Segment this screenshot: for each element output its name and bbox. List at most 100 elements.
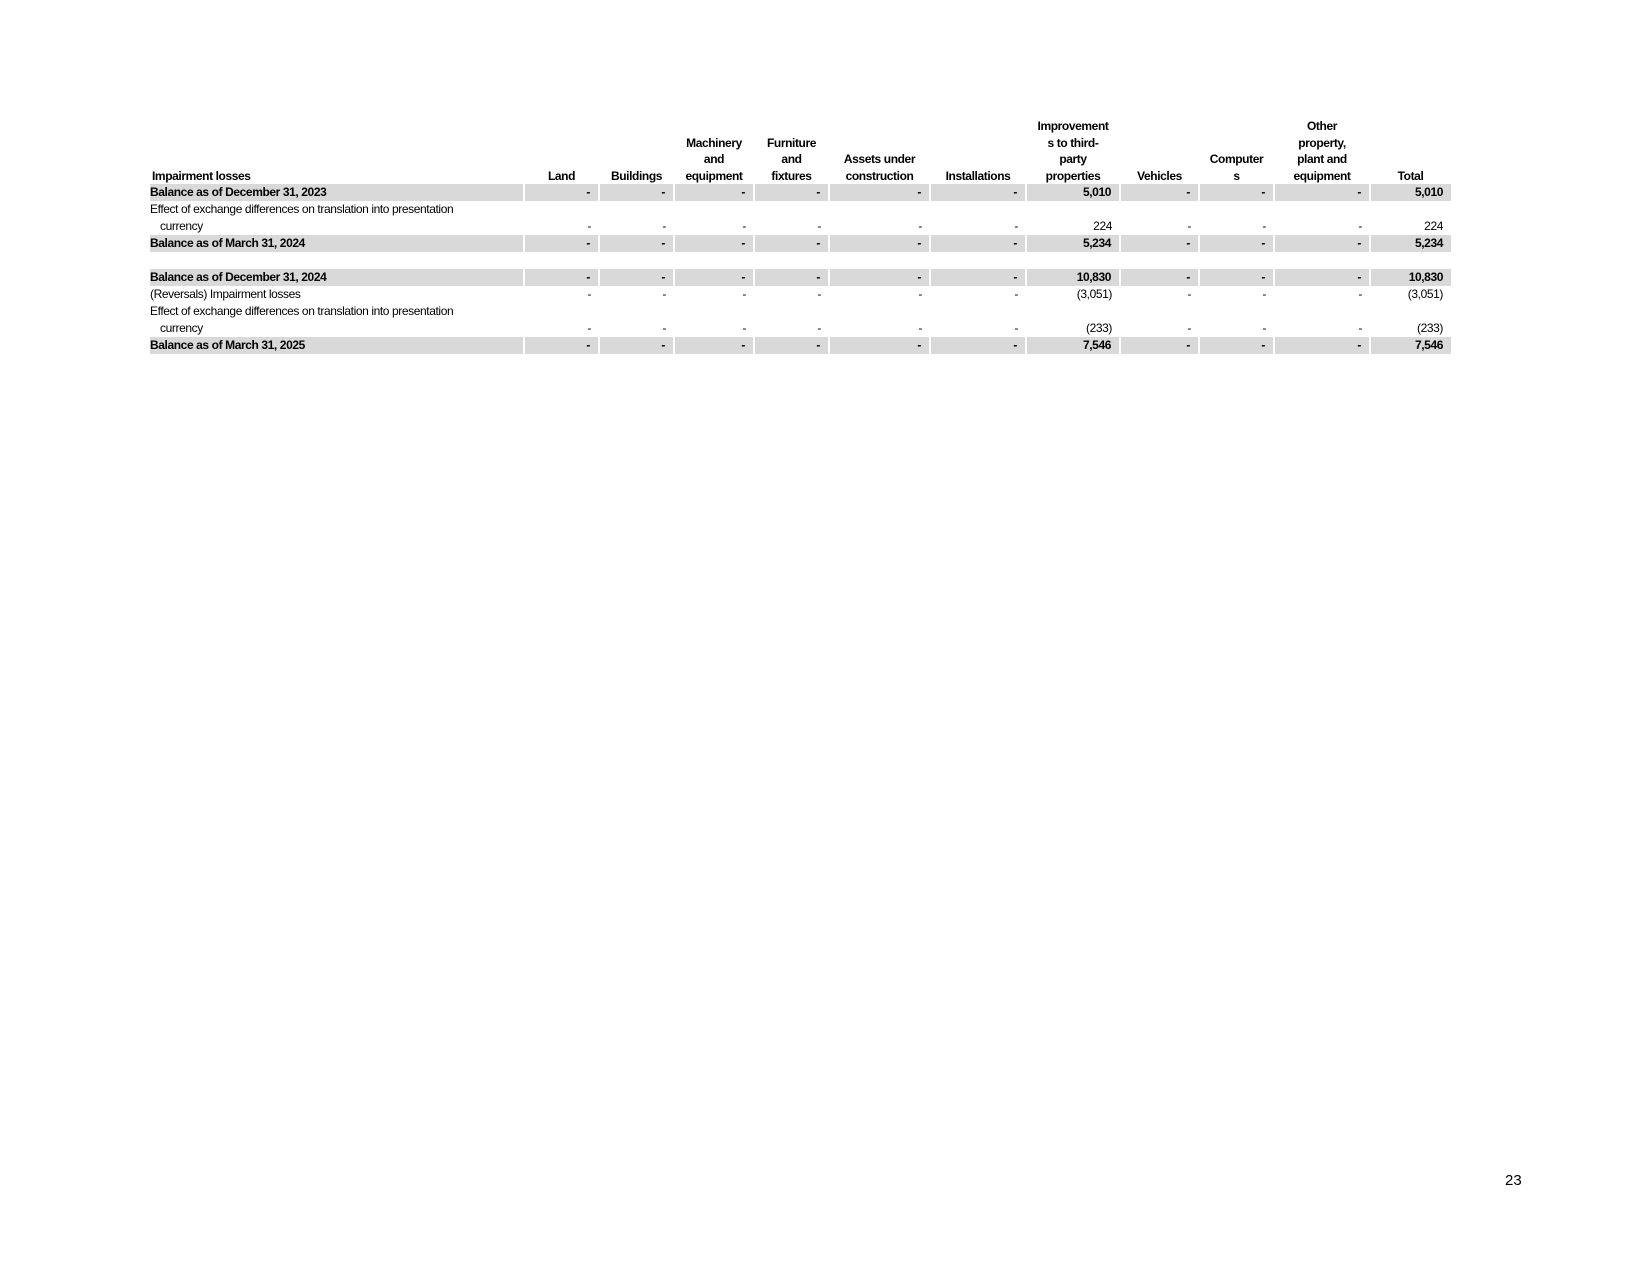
value-cell: 10,830 [1025, 269, 1120, 286]
value-cell: (233) [1416, 321, 1443, 335]
label-line: Balance as of December 31, 2024 [150, 270, 327, 284]
row-label: (Reversals) Impairment losses [150, 286, 524, 303]
value-cell: - [598, 235, 674, 252]
value-cell: - [918, 287, 922, 301]
data-row: Effect of exchange differences on transl… [150, 303, 1451, 337]
label-line: currency [160, 219, 203, 233]
header-line: Improvement [1037, 119, 1109, 133]
header-cell: Impairment losses [152, 168, 251, 183]
value-cell: - [1119, 269, 1199, 286]
header-line: s to third- [1047, 135, 1099, 150]
value-cell: - [587, 219, 591, 233]
value-cell: - [929, 184, 1026, 201]
value-cell: 224 [1093, 219, 1112, 233]
header-cell: Furniture and fixtures [754, 118, 829, 184]
value-cell: - [817, 321, 821, 335]
value-cell: - [753, 235, 829, 252]
value-cell: - [1119, 337, 1199, 354]
header-line: Other [1306, 119, 1337, 133]
value-cell: - [817, 219, 821, 233]
balance-row: Balance as of March 31, 2024- - - - - -5,234-… [150, 235, 1451, 252]
value-cell: - [742, 219, 746, 233]
value-cell: - [828, 269, 930, 286]
value-cell: - [753, 269, 829, 286]
value-cell: - [1273, 235, 1370, 252]
header-row: Impairment losses Land Buildings Machinery a… [150, 118, 1451, 184]
value-cell: - [1187, 219, 1191, 233]
value-cell: - [1119, 235, 1199, 252]
value-cell: - [1187, 321, 1191, 335]
header-line: equipment [685, 168, 743, 183]
header-line: and [781, 152, 802, 166]
header-line: construction [845, 168, 914, 183]
value-cell: - [1358, 287, 1362, 301]
value-cell: - [673, 184, 754, 201]
header-line: Buildings [610, 168, 663, 183]
data-row: (Reversals) Impairment losses - - - - - - (3,05… [150, 286, 1451, 303]
row-label: Balance as of December 31, 2024 [150, 269, 524, 286]
value-cell: - [929, 337, 1026, 354]
value-cell: - [817, 287, 821, 301]
value-cell: 5,010 [1369, 184, 1451, 201]
value-cell: - [1014, 287, 1018, 301]
value-cell: 10,830 [1369, 269, 1451, 286]
page-number: 23 [1505, 1172, 1522, 1189]
header-line: Vehicles [1137, 168, 1182, 183]
value-cell: 224 [1424, 219, 1443, 233]
header-cell: Installations [930, 118, 1026, 184]
row-label: Effect of exchange differences on transl… [150, 303, 524, 337]
value-cell: - [662, 287, 666, 301]
value-cell: 7,546 [1369, 337, 1451, 354]
header-cell: Machinery and equipment [674, 118, 754, 184]
value-cell: - [753, 337, 829, 354]
header-line: Installations [945, 168, 1011, 183]
header-cell: Computer s [1199, 118, 1274, 184]
value-cell: - [523, 235, 599, 252]
value-cell: - [742, 321, 746, 335]
row-label: Effect of exchange differences on transl… [150, 201, 524, 235]
label-line: currency [160, 321, 203, 335]
value-cell: - [673, 235, 754, 252]
header-line: and [703, 152, 725, 166]
label-line: Effect of exchange differences on transl… [150, 304, 454, 318]
value-cell: - [929, 269, 1026, 286]
value-cell: - [828, 184, 930, 201]
header-line: fixtures [771, 168, 812, 183]
value-cell: - [1273, 337, 1370, 354]
value-cell: - [673, 337, 754, 354]
label-line: Balance as of March 31, 2024 [150, 236, 305, 250]
value-cell: - [828, 235, 930, 252]
balance-row: Balance as of December 31, 2023- - - - - -5,0… [150, 184, 1451, 201]
data-row: Effect of exchange differences on transl… [150, 201, 1451, 235]
value-cell: - [1273, 269, 1370, 286]
header-cell: Buildings [599, 118, 674, 184]
header-line: Furniture [766, 135, 817, 150]
value-cell: - [918, 219, 922, 233]
value-cell: - [828, 337, 930, 354]
header-line: Land [547, 168, 576, 183]
value-cell: - [673, 269, 754, 286]
value-cell: - [1262, 287, 1266, 301]
header-line: Machinery [686, 135, 742, 150]
value-cell: 5,234 [1369, 235, 1451, 252]
header-line: properties [1045, 168, 1101, 183]
header-line: plant and [1297, 152, 1347, 166]
value-cell: - [742, 287, 746, 301]
header-line: party [1059, 152, 1087, 166]
header-line: Total [1397, 168, 1424, 183]
value-cell: - [662, 219, 666, 233]
value-cell: - [1358, 219, 1362, 233]
value-cell: - [598, 269, 674, 286]
value-cell: 5,234 [1025, 235, 1120, 252]
value-cell: - [587, 287, 591, 301]
header-line: s [1233, 168, 1240, 183]
value-cell: - [1014, 321, 1018, 335]
value-cell: - [1198, 269, 1274, 286]
value-cell: - [929, 235, 1026, 252]
value-cell: - [587, 321, 591, 335]
value-cell: (3,051) [1076, 287, 1113, 301]
value-cell: (233) [1085, 321, 1112, 335]
label-line: Effect of exchange differences on transl… [150, 202, 454, 216]
value-cell: - [598, 337, 674, 354]
value-cell: - [1358, 321, 1362, 335]
